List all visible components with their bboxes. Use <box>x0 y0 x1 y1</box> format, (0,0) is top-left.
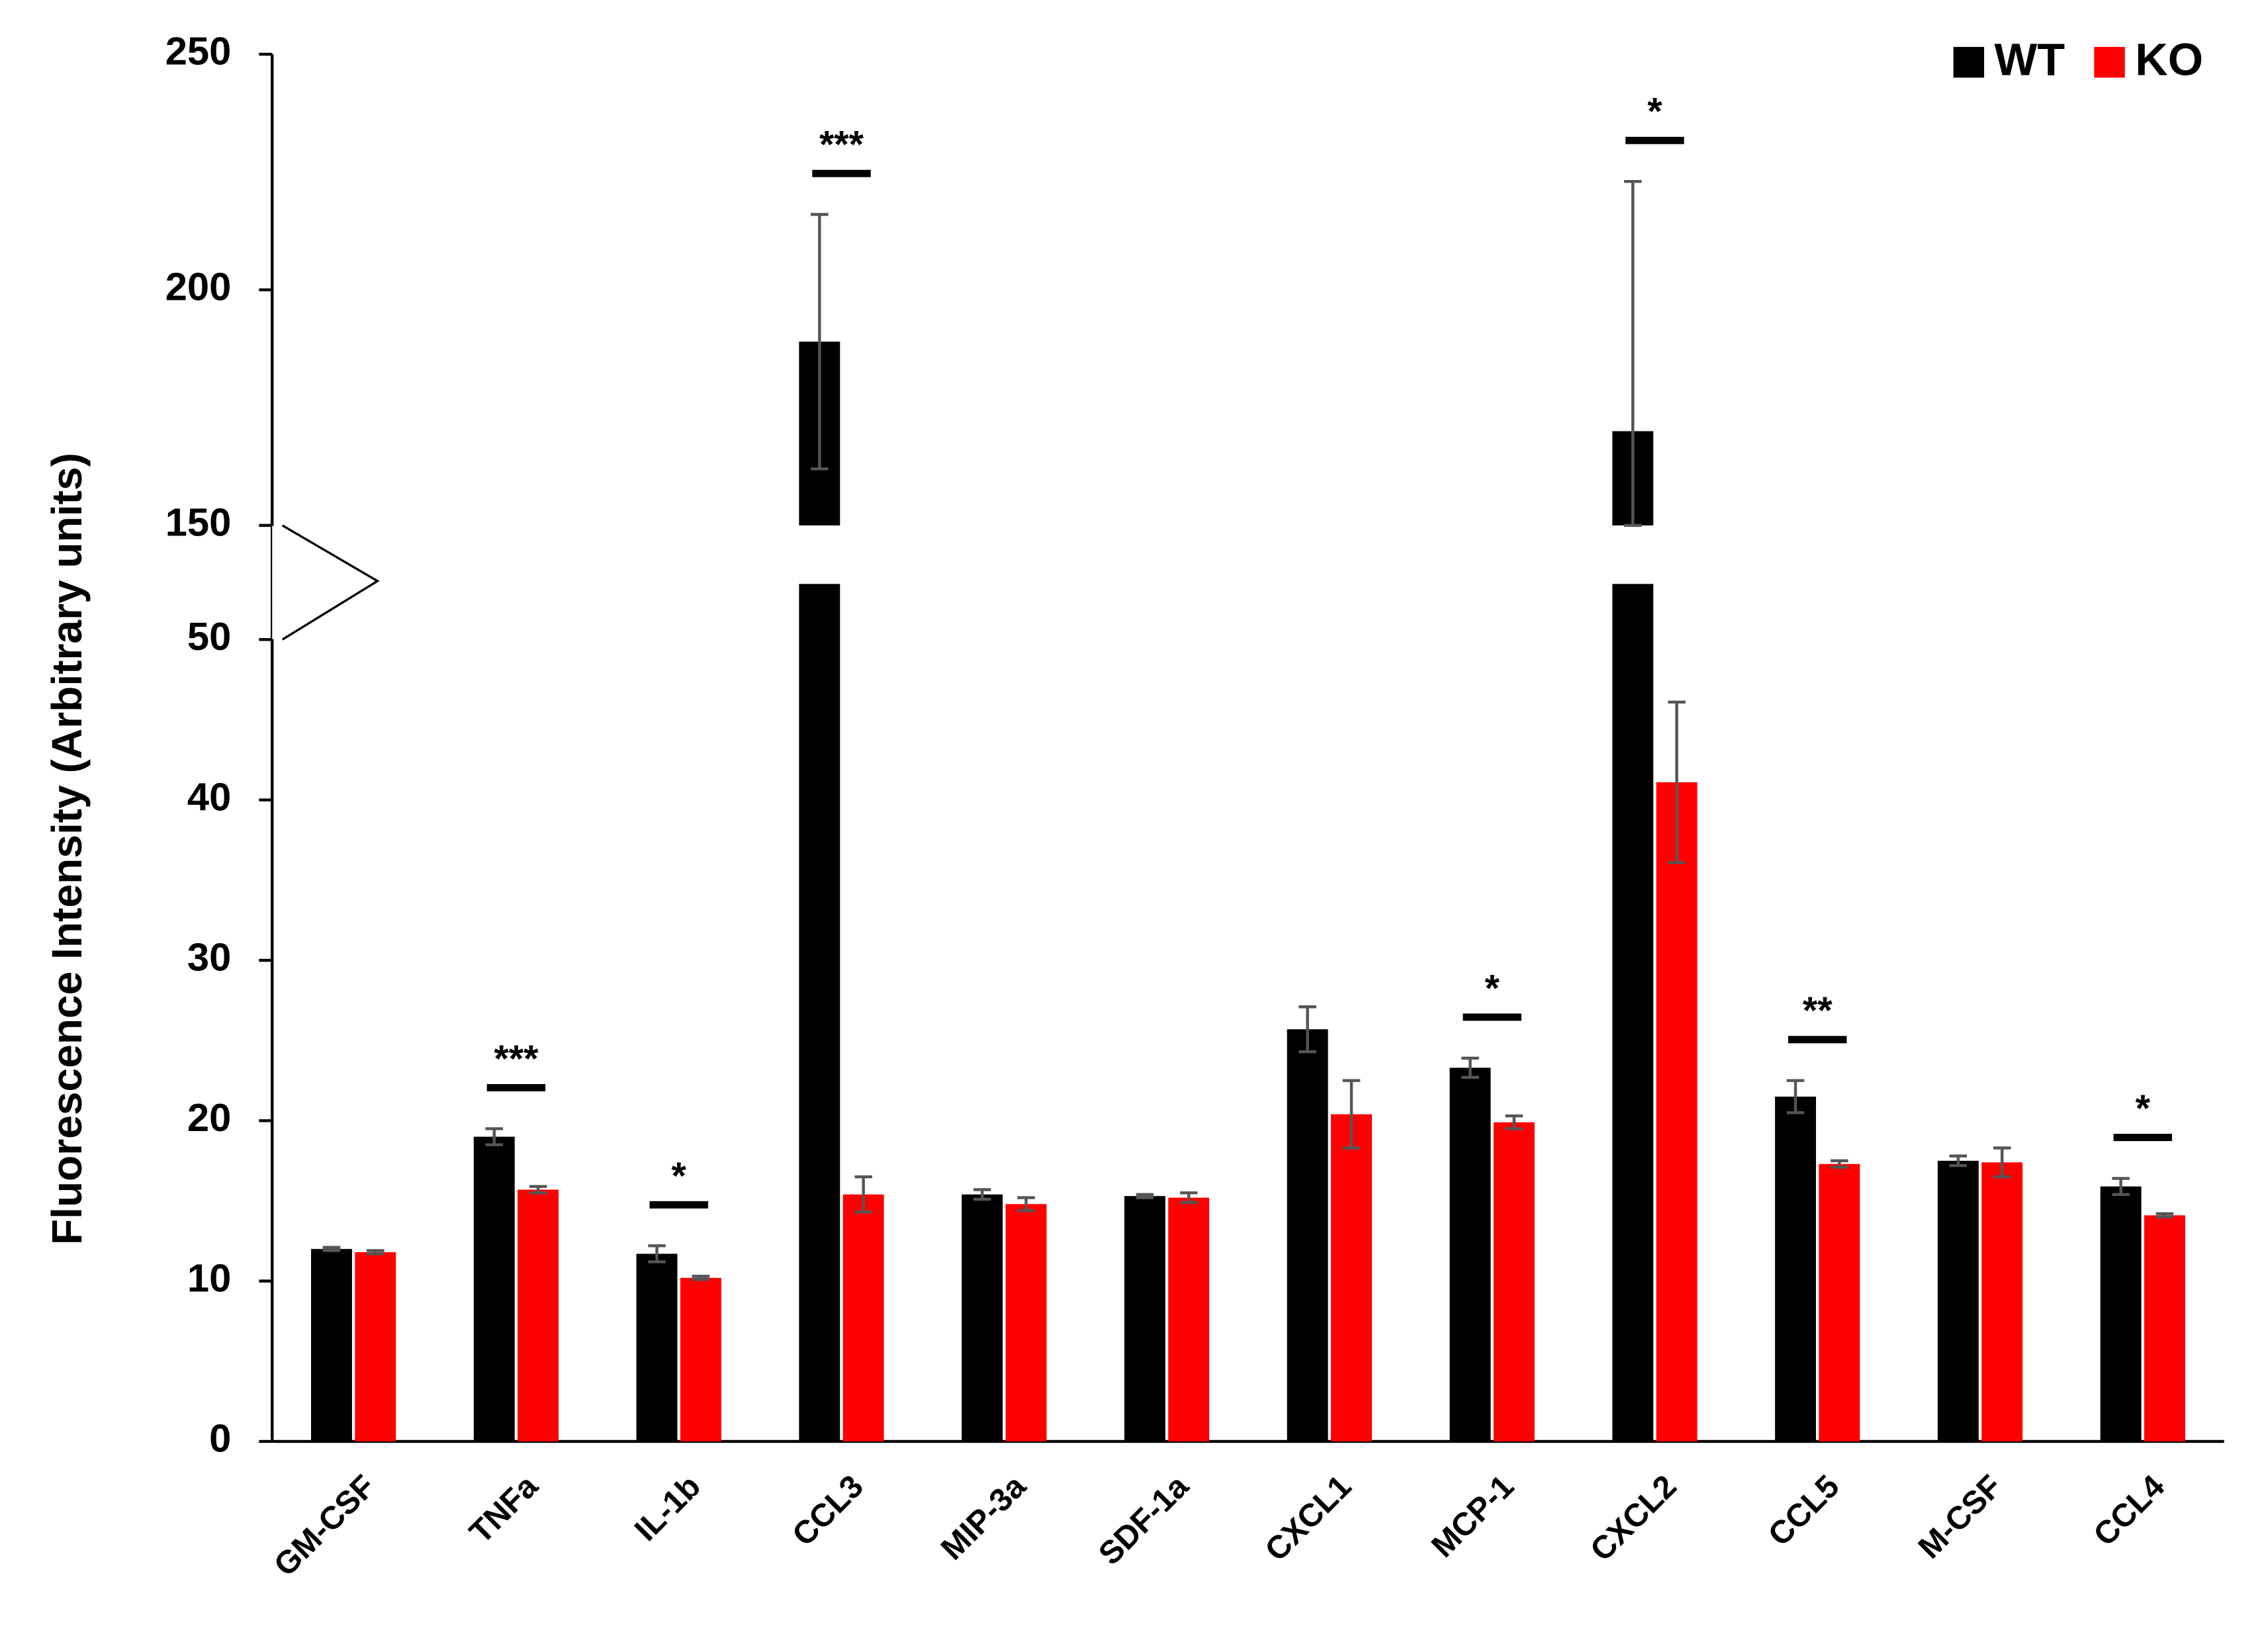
x-tick-label: CCL3 <box>786 1469 870 1553</box>
bar <box>1656 782 1698 1441</box>
error-bar <box>1298 1005 1316 1054</box>
bar <box>1612 584 1654 1441</box>
y-tick-label: 0 <box>209 1416 231 1461</box>
error-bar <box>854 1175 872 1214</box>
error-bar <box>1831 1159 1848 1169</box>
bar <box>1124 1196 1165 1441</box>
axis-break <box>281 524 380 641</box>
significance-label: * <box>2136 1087 2151 1130</box>
bar <box>473 1136 515 1441</box>
x-tick-label: TNFa <box>463 1468 545 1551</box>
error-bar <box>1786 1079 1805 1115</box>
error-bar <box>485 1127 504 1146</box>
x-tick-label: SDF-1a <box>1092 1468 1196 1572</box>
x-tick-label: CXCL2 <box>1584 1469 1684 1569</box>
significance-label: *** <box>494 1038 539 1080</box>
error-bar <box>692 1275 710 1281</box>
y-tick-label: 200 <box>165 265 232 309</box>
error-bar <box>648 1244 666 1263</box>
error-bar <box>2112 1177 2130 1196</box>
x-tick-label: MCP-1 <box>1425 1469 1521 1565</box>
legend-label: WT <box>1995 34 2065 85</box>
bar <box>1168 1197 1210 1441</box>
bar <box>842 1194 884 1441</box>
y-tick-label: 20 <box>187 1095 231 1140</box>
x-tick-label: CXCL1 <box>1258 1469 1358 1569</box>
error-bar <box>322 1246 341 1252</box>
bar <box>1937 1160 1979 1441</box>
error-bar <box>2155 1212 2174 1218</box>
y-axis-title: Fluorescence Intensity (Arbitrary units) <box>43 453 91 1245</box>
x-tick-label: IL-1b <box>628 1469 707 1548</box>
error-bar <box>811 212 829 471</box>
significance-label: * <box>1647 91 1662 133</box>
bar <box>680 1277 721 1441</box>
error-bar <box>1136 1193 1154 1199</box>
error-bar <box>1623 179 1642 527</box>
bar <box>1449 1068 1491 1441</box>
error-bar <box>1949 1154 1968 1167</box>
bar <box>1287 1029 1328 1441</box>
error-bar <box>1342 1079 1361 1150</box>
bar <box>311 1249 352 1441</box>
bar <box>1819 1163 1860 1441</box>
significance-label: *** <box>819 123 864 165</box>
error-bar <box>1017 1196 1035 1212</box>
axis-break-mask <box>272 525 378 640</box>
error-bar <box>1461 1056 1479 1079</box>
error-bar <box>1668 700 1686 864</box>
error-bar <box>1179 1191 1198 1205</box>
bar <box>2144 1215 2185 1441</box>
bar <box>2100 1186 2142 1441</box>
bar <box>1005 1204 1047 1441</box>
bar <box>799 584 840 1441</box>
error-bar <box>529 1185 547 1195</box>
y-tick-label: 250 <box>165 29 232 73</box>
bar <box>1981 1162 2023 1441</box>
bar <box>1331 1114 1372 1441</box>
bar <box>1775 1096 1816 1441</box>
y-tick-label: 10 <box>187 1255 231 1300</box>
significance-label: * <box>672 1155 687 1197</box>
bar <box>1493 1122 1535 1441</box>
legend-swatch <box>1953 46 1985 78</box>
y-tick-label: 40 <box>187 774 231 819</box>
x-tick-label: CCL5 <box>1762 1469 1846 1553</box>
x-tick-label: GM-CSF <box>267 1469 383 1584</box>
y-tick-label: 50 <box>187 614 231 659</box>
bar <box>962 1194 1003 1441</box>
error-bar <box>367 1249 385 1255</box>
significance-label: * <box>1484 967 1500 1009</box>
x-tick-label: MIP-3a <box>934 1468 1034 1567</box>
error-bar <box>1993 1146 2011 1179</box>
y-tick-label: 30 <box>187 935 231 980</box>
error-bar <box>1505 1114 1523 1130</box>
legend-label: KO <box>2135 34 2203 85</box>
bar <box>518 1189 559 1441</box>
significance-label: ** <box>1803 989 1833 1032</box>
x-tick-label: CCL4 <box>2087 1469 2171 1553</box>
legend-swatch <box>2094 46 2125 78</box>
x-tick-label: M-CSF <box>1911 1469 2009 1566</box>
bar <box>355 1252 396 1441</box>
error-bar <box>973 1188 991 1201</box>
y-tick-label: 150 <box>165 500 232 545</box>
bar <box>636 1254 678 1441</box>
